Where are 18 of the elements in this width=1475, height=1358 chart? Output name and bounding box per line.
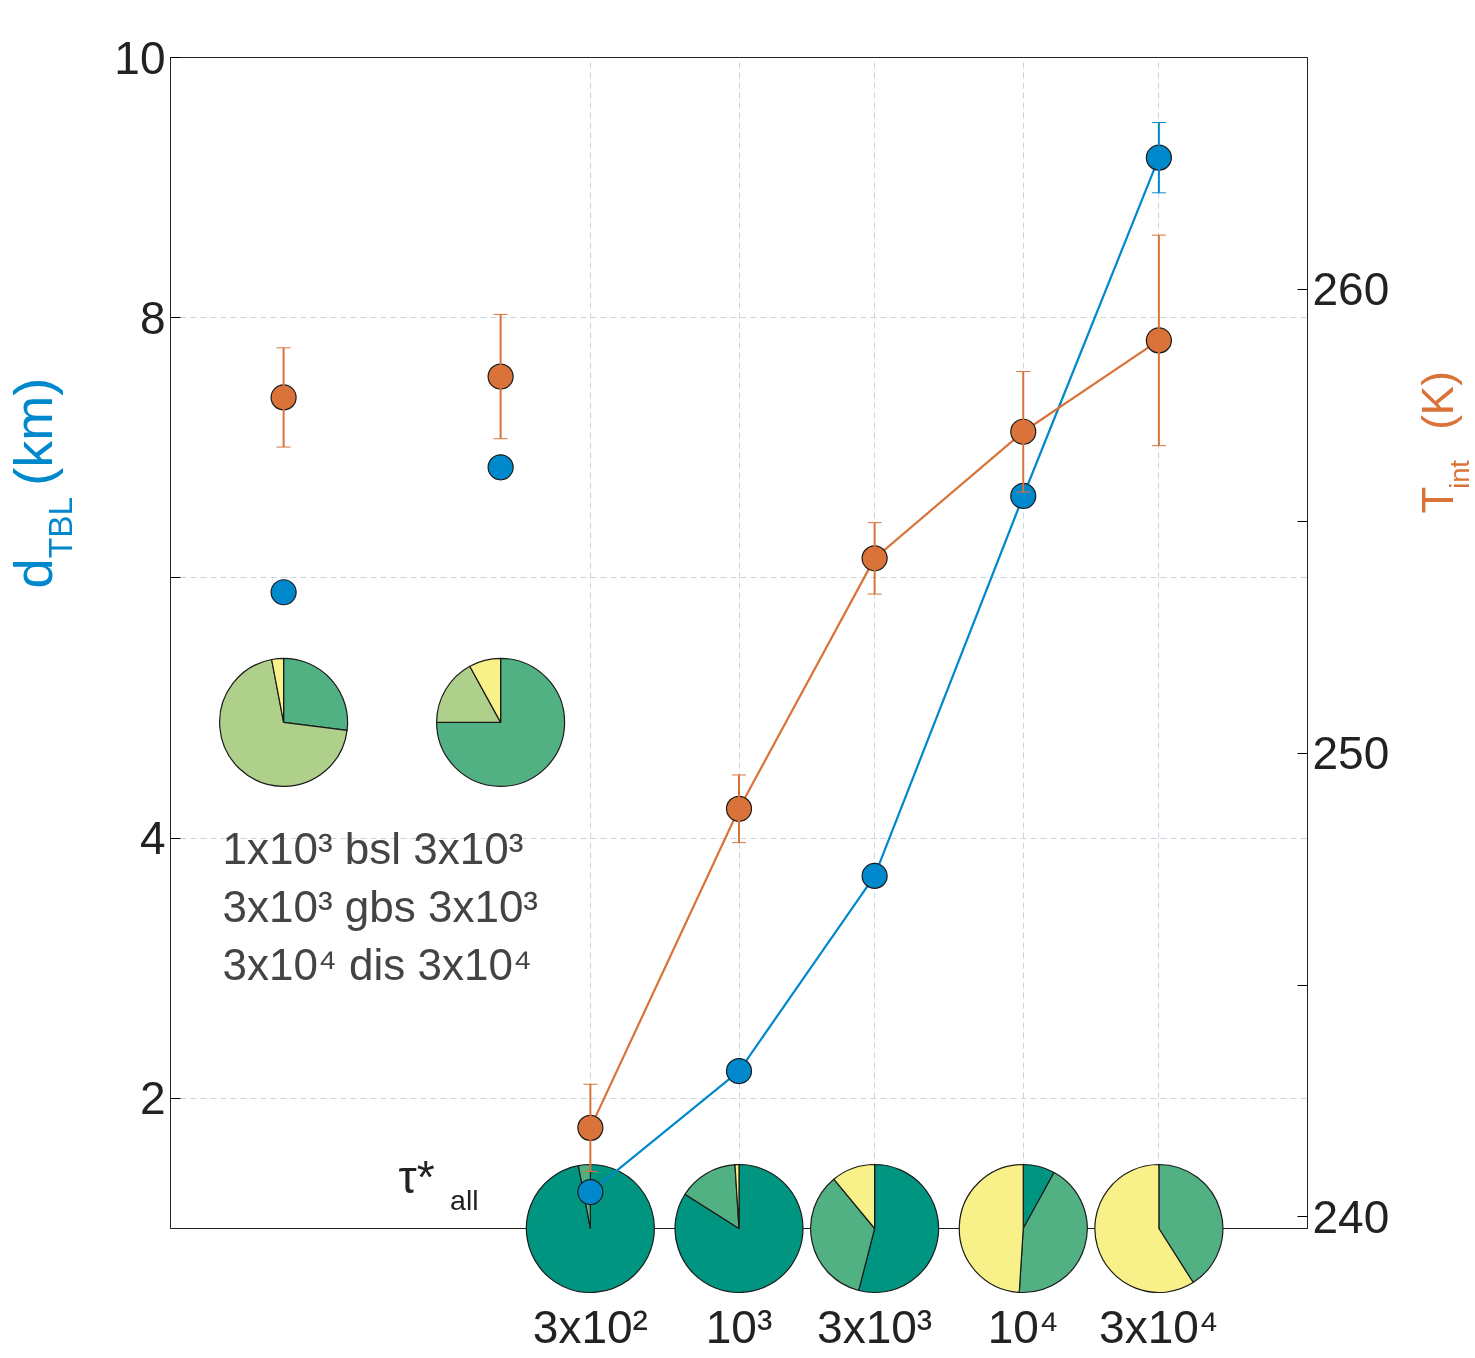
y-axis-title: dTBL (km) xyxy=(2,377,79,589)
y-tick-label: 8 xyxy=(139,291,166,344)
y2-tick-label: 240 xyxy=(1312,1190,1390,1243)
y-tick-label: 10 xyxy=(114,31,166,84)
y-tick-label: 4 xyxy=(139,812,166,865)
x-tick-label: 3x10⁴ xyxy=(1099,1300,1219,1353)
y2-tick-label: 250 xyxy=(1312,727,1390,780)
annotation: 1x10³ bsl 3x10³ xyxy=(222,823,524,873)
y2-tick-label: 260 xyxy=(1312,263,1390,316)
x-tick-label: 3x10³ xyxy=(817,1300,933,1353)
x-axis-title: τ*all xyxy=(398,1150,479,1217)
x-tick-label: 10⁴ xyxy=(987,1300,1059,1353)
x-tick-label: 10³ xyxy=(705,1300,773,1353)
y2-axis-title: Tint (K) xyxy=(1412,371,1475,514)
annotation: 3x10⁴ dis 3x10⁴ xyxy=(222,939,532,989)
annotation: 3x10³ gbs 3x10³ xyxy=(222,881,539,931)
x-tick-label: 3x10² xyxy=(532,1300,648,1353)
y-tick-label: 2 xyxy=(139,1072,166,1125)
